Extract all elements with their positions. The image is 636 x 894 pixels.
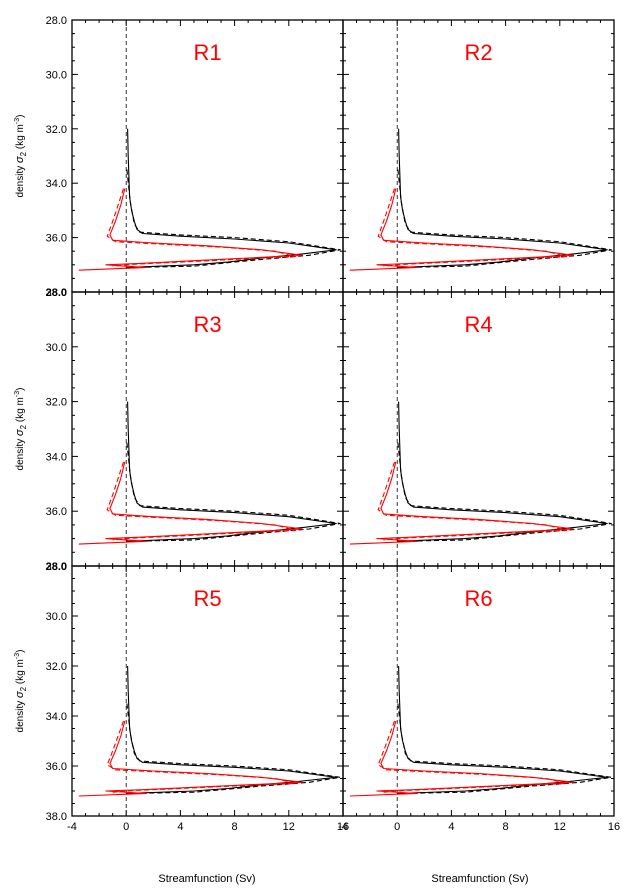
series-line-black-solid [397,128,608,269]
series-line-red-solid [78,461,303,545]
panel-label: R2 [464,40,492,65]
series-line-black-solid [397,665,608,795]
series-line-black-solid [397,401,608,542]
panel-grid: 28.0 30.0 32.0 34.0 36.0 38.0 density σ2 (kg m… [14,15,620,833]
x-tick-label: 0 [123,821,129,833]
panel-r5: 28.0 30.0 32.0 34.0 36.0 38.0 density σ2 (kg m… [14,561,349,833]
series-line-red-solid [349,461,574,545]
panel-r2: R2 [342,19,615,293]
panel-label: R6 [464,586,492,611]
series-line-black-solid [126,128,337,269]
y-axis-title: density σ2 (kg m-3) [14,115,28,198]
shared-axis-labels: Streamfunction (Sv) Streamfunction (Sv) [158,873,528,885]
x-tick-label: 12 [283,821,295,833]
y-tick-label: 32.0 [46,397,67,409]
series-line-black-solid [126,665,337,795]
panel-r4: R4 [342,291,615,567]
y-tick-label: 28.0 [46,287,67,299]
series-line-black-dashed [397,169,612,269]
series-line-black-dashed [126,703,341,795]
series-line-red-dashed [106,461,297,541]
y-tick-label: 32.0 [46,124,67,136]
panel-label: R3 [193,312,221,337]
y-tick-label: 34.0 [46,451,67,463]
panel-label: R4 [464,312,492,337]
series-line-black-dashed [126,442,341,542]
panel-r3: 28.0 30.0 32.0 34.0 36.0 38.0 density σ2 (kg m… [14,287,344,573]
series-line-red-dashed [377,720,568,793]
y-tick-label: 30.0 [46,611,67,623]
series-line-black-dashed [397,442,612,542]
y-tick-label: 34.0 [46,178,67,190]
series-line-black-solid [126,401,337,542]
x-axis-title-right: Streamfunction (Sv) [431,873,528,885]
y-tick-label: 30.0 [46,342,67,354]
series-line-black-dashed [397,703,612,795]
y-tick-label: 38.0 [46,561,67,573]
y-tick-label: 30.0 [46,69,67,81]
x-tick-label: 0 [394,821,400,833]
x-tick-label: 16 [608,821,620,833]
x-tick-label: 4 [448,821,454,833]
y-tick-label: 28.0 [46,561,67,573]
panel-label: R1 [193,40,221,65]
x-tick-label: 16 [337,821,349,833]
y-tick-label: 28.0 [46,15,67,27]
series-line-red-dashed [377,461,568,541]
x-tick-label: -4 [67,821,77,833]
x-axis-title-left: Streamfunction (Sv) [158,873,255,885]
panel-r6: -4 0 4 8 12 16 R6 [338,565,620,833]
x-tick-label: 8 [232,821,238,833]
panel-label: R5 [193,586,221,611]
x-tick-label: -4 [338,821,348,833]
y-tick-label: 34.0 [46,711,67,723]
y-tick-label: 32.0 [46,661,67,673]
y-tick-label: 38.0 [46,287,67,299]
x-tick-label: 12 [554,821,566,833]
y-axis-title: density σ2 (kg m-3) [14,650,28,733]
y-tick-label: 36.0 [46,233,67,245]
panel-r1: 28.0 30.0 32.0 34.0 36.0 38.0 density σ2 (kg m… [14,15,344,299]
series-line-red-solid [78,188,303,271]
y-tick-label: 38.0 [46,811,67,823]
x-tick-label: 8 [503,821,509,833]
series-line-red-dashed [377,188,568,267]
series-line-red-dashed [106,720,297,793]
y-axis-title: density σ2 (kg m-3) [14,388,28,471]
x-tick-label: 4 [177,821,183,833]
series-line-red-dashed [106,188,297,267]
y-tick-label: 36.0 [46,761,67,773]
series-line-black-dashed [126,169,341,269]
y-tick-label: 36.0 [46,506,67,518]
series-line-red-solid [349,188,574,271]
